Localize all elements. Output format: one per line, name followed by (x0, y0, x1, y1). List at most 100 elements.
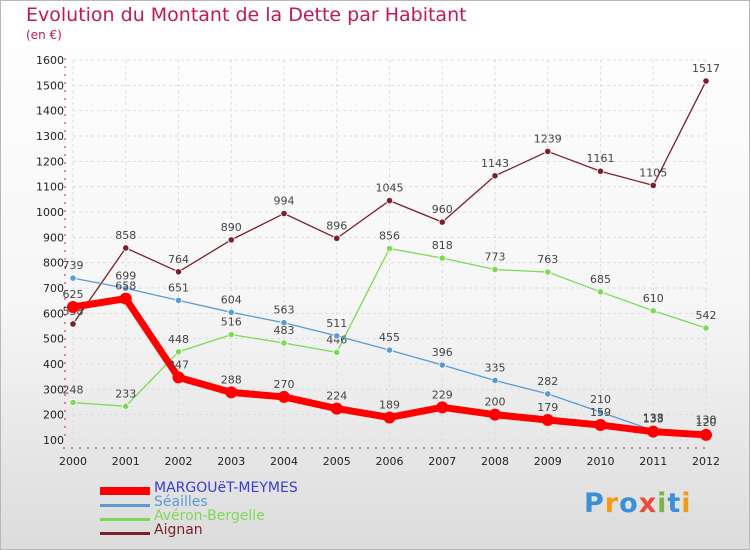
data-point (491, 376, 499, 385)
data-label: 248 (63, 384, 84, 397)
y-tick-label: 1500 (36, 79, 64, 92)
logo-letter: i (681, 488, 692, 519)
data-label: 396 (432, 346, 453, 359)
data-point (333, 332, 341, 340)
y-tick-label: 1400 (36, 105, 64, 118)
data-point (544, 147, 552, 156)
y-tick-label: 800 (43, 257, 64, 270)
data-label: 210 (590, 393, 611, 406)
data-label: 994 (274, 195, 295, 208)
data-point (596, 288, 605, 296)
data-point (67, 301, 79, 313)
data-point (700, 428, 712, 441)
data-label: 1045 (376, 182, 404, 195)
x-tick-label: 2006 (376, 455, 404, 468)
data-point (172, 371, 185, 384)
y-tick-label: 600 (43, 307, 64, 320)
y-tick-label: 500 (43, 333, 64, 346)
logo-letter: i (657, 488, 668, 519)
x-tick-label: 2003 (217, 455, 245, 468)
data-point (596, 408, 605, 416)
data-label: 516 (221, 316, 242, 329)
y-tick-label: 1000 (36, 206, 64, 219)
data-point (278, 390, 290, 403)
data-point (174, 268, 183, 276)
x-tick-label: 2007 (428, 455, 456, 468)
data-point (385, 197, 394, 205)
data-label: 625 (63, 288, 84, 301)
data-label: 1517 (692, 62, 720, 75)
data-label: 229 (432, 388, 453, 401)
data-point (330, 402, 343, 415)
data-label: 651 (168, 281, 189, 294)
data-point (596, 167, 605, 175)
data-label: 960 (432, 203, 453, 216)
data-label: 448 (168, 333, 189, 346)
data-label: 1105 (639, 166, 667, 179)
data-label: 511 (326, 317, 347, 330)
data-label: 604 (221, 293, 242, 306)
data-label: 699 (115, 269, 136, 282)
x-tick-label: 2005 (323, 455, 351, 468)
data-label: 288 (221, 373, 242, 386)
data-point (489, 408, 501, 421)
data-label: 138 (643, 411, 664, 424)
data-label: 335 (485, 361, 506, 374)
data-label: 739 (63, 259, 84, 272)
y-tick-label: 1200 (36, 155, 64, 168)
data-label: 1239 (534, 132, 562, 145)
legend-swatch (100, 531, 150, 535)
x-tick-label: 2011 (639, 455, 667, 468)
data-label: 446 (326, 333, 347, 346)
data-point (225, 386, 238, 399)
data-point (119, 292, 132, 305)
x-tick-label: 2010 (587, 455, 615, 468)
data-label: 763 (537, 253, 558, 266)
data-point (69, 274, 77, 282)
data-label: 455 (379, 331, 400, 344)
x-tick-label: 2008 (481, 455, 509, 468)
data-label: 610 (643, 292, 664, 305)
data-point (227, 308, 235, 316)
data-label: 856 (379, 229, 400, 242)
data-label: 658 (115, 280, 136, 293)
data-label: 1161 (587, 152, 615, 165)
y-tick-label: 200 (43, 409, 64, 422)
data-label: 282 (537, 375, 558, 388)
y-tick-label: 1300 (36, 130, 64, 143)
logo-letter: P (584, 488, 605, 519)
data-point (122, 284, 130, 292)
y-tick-label: 900 (43, 231, 64, 244)
logo-letter: r (604, 488, 620, 519)
data-point (544, 390, 552, 398)
data-label: 159 (590, 406, 611, 419)
data-point (122, 402, 130, 410)
data-point (280, 319, 288, 327)
data-point (227, 236, 235, 244)
data-label: 200 (485, 396, 506, 409)
data-label: 130 (696, 413, 717, 426)
legend-swatch (100, 487, 150, 495)
legend-swatch (100, 517, 150, 521)
data-label: 685 (590, 273, 611, 286)
legend-label: MARGOUëT-MEYMES (154, 480, 298, 496)
data-point (649, 307, 657, 315)
data-point (122, 244, 130, 252)
chart-subtitle: (en €) (26, 28, 62, 42)
data-label: 896 (326, 219, 347, 232)
y-tick-label: 1600 (36, 54, 64, 67)
data-label: 189 (379, 398, 400, 411)
data-point (280, 209, 288, 218)
data-label: 347 (168, 358, 189, 371)
x-tick-label: 2004 (270, 455, 298, 468)
y-tick-label: 100 (43, 434, 64, 447)
data-point (594, 419, 607, 432)
data-point (174, 348, 183, 356)
data-point (333, 234, 341, 242)
data-point (174, 296, 183, 305)
proxiti-logo: Proxiti (584, 488, 692, 519)
y-tick-label: 400 (43, 358, 64, 371)
data-point (541, 413, 554, 426)
data-point (649, 181, 657, 189)
